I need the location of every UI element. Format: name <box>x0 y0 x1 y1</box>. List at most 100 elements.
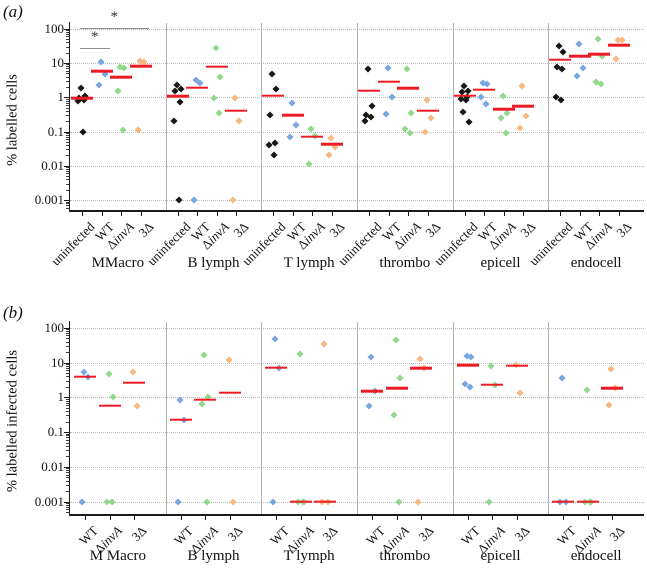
y-minor-tick <box>66 439 70 441</box>
group-label: B lymph <box>187 255 240 271</box>
group-separator <box>452 22 454 210</box>
panel-a-label: (a) <box>3 2 23 21</box>
y-minor-tick <box>66 503 70 505</box>
data-point <box>133 401 141 410</box>
y-minor-tick <box>66 421 70 423</box>
y-minor-tick <box>66 167 70 169</box>
data-point <box>383 64 392 72</box>
median-line <box>601 387 624 390</box>
group-label: endocell <box>570 255 622 271</box>
median-line <box>98 404 121 407</box>
y-minor-tick <box>66 33 70 35</box>
y-minor-tick <box>66 110 70 112</box>
data-point <box>583 386 591 394</box>
y-minor-tick <box>66 450 70 452</box>
y-minor-tick <box>66 435 70 437</box>
data-point <box>518 82 526 90</box>
data-point <box>558 65 566 73</box>
y-major-tick <box>64 28 70 30</box>
y-major-tick <box>64 97 70 99</box>
y-axis-line <box>69 320 71 514</box>
data-point <box>190 196 198 204</box>
y-minor-tick <box>66 367 70 369</box>
y-minor-tick <box>66 480 70 482</box>
x-tick <box>408 211 409 216</box>
data-point <box>129 368 137 376</box>
y-minor-tick <box>66 365 70 367</box>
y-minor-tick <box>66 169 70 171</box>
x-tick <box>396 515 398 520</box>
median-line <box>456 364 479 367</box>
gene-name-italic: invA <box>193 523 221 551</box>
data-point <box>462 96 470 104</box>
y-axis-title-panel-a: % labelled cells <box>4 74 21 166</box>
y-minor-tick <box>66 42 70 44</box>
median-line <box>481 383 504 386</box>
data-point <box>391 336 400 344</box>
median-line <box>262 94 285 98</box>
x-condition-label: 3Δ <box>613 219 635 241</box>
y-major-tick <box>64 131 70 133</box>
y-minor-tick <box>66 100 70 102</box>
x-tick <box>177 211 179 216</box>
data-point <box>269 498 277 506</box>
data-point <box>387 93 396 101</box>
data-point <box>381 110 390 118</box>
group-label: epicell <box>480 548 521 564</box>
data-point <box>235 117 243 125</box>
data-point <box>174 498 182 506</box>
median-line <box>186 86 209 89</box>
y-minor-tick <box>66 405 70 407</box>
x-condition-label: 3Δ <box>319 523 341 545</box>
group-label: MMacro <box>91 255 145 271</box>
y-minor-tick <box>66 376 70 378</box>
x-tick <box>492 515 494 520</box>
data-point <box>96 58 105 66</box>
y-minor-tick <box>66 136 70 138</box>
y-minor-tick <box>66 115 70 117</box>
gene-name-italic: invA <box>288 523 317 551</box>
y-minor-tick <box>66 149 70 151</box>
gene-name-italic: invA <box>384 523 413 551</box>
y-minor-tick <box>66 398 70 400</box>
y-minor-tick <box>66 134 70 136</box>
y-minor-tick <box>66 155 70 157</box>
y-minor-tick <box>66 456 70 458</box>
data-point <box>594 35 602 43</box>
group-label: M Macro <box>89 548 146 564</box>
y-minor-tick <box>66 468 70 470</box>
data-point <box>292 121 300 129</box>
x-axis-line <box>69 210 644 212</box>
group-label: T lymph <box>283 548 335 564</box>
y-minor-tick <box>66 445 70 447</box>
data-point <box>108 393 117 401</box>
x-tick <box>229 515 231 520</box>
data-point <box>487 362 495 370</box>
data-point <box>579 64 587 72</box>
significance-bracket <box>80 27 149 29</box>
median-line <box>473 88 496 92</box>
x-tick <box>523 211 525 216</box>
data-point <box>325 151 333 159</box>
data-point <box>499 92 507 101</box>
data-point <box>266 111 274 119</box>
y-minor-tick <box>66 70 70 72</box>
y-minor-tick <box>66 352 70 354</box>
data-point <box>605 401 613 409</box>
x-tick <box>516 515 518 520</box>
median-line <box>416 109 439 113</box>
x-tick <box>85 515 86 520</box>
median-line <box>166 95 189 98</box>
group-separator <box>357 22 358 210</box>
y-minor-tick <box>66 442 70 444</box>
data-point <box>114 87 122 95</box>
x-condition-label: 3Δ <box>230 219 252 241</box>
data-point <box>229 498 237 506</box>
median-line <box>607 43 630 47</box>
data-point <box>215 109 223 117</box>
data-point <box>426 114 435 122</box>
x-tick <box>292 211 294 216</box>
data-point <box>133 126 142 134</box>
group-label: thrombo <box>379 548 431 564</box>
x-tick <box>205 515 207 520</box>
